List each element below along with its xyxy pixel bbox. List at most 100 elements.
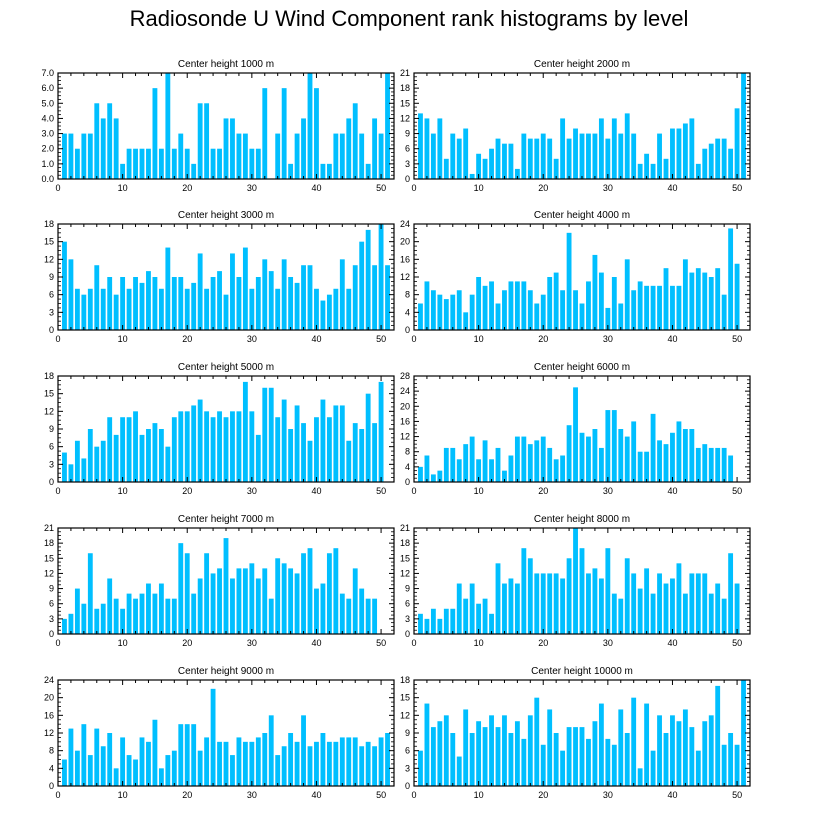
bar xyxy=(236,277,242,330)
bar xyxy=(695,268,701,330)
bar xyxy=(657,573,662,634)
bar xyxy=(197,578,203,634)
bar xyxy=(210,417,216,482)
bar xyxy=(495,447,501,482)
x-tick-label: 10 xyxy=(118,790,128,800)
x-tick-label: 10 xyxy=(118,334,128,344)
y-tick-label: 12 xyxy=(400,710,410,720)
bar xyxy=(689,429,695,482)
bar xyxy=(689,118,695,179)
y-tick-label: 3 xyxy=(405,159,410,169)
bar xyxy=(560,750,566,786)
x-tick-label: 40 xyxy=(311,183,321,193)
bar xyxy=(372,423,378,482)
bar xyxy=(456,459,462,482)
bar xyxy=(359,429,365,482)
bar xyxy=(326,163,332,179)
bar xyxy=(547,138,553,179)
bar xyxy=(146,583,151,634)
x-tick-label: 40 xyxy=(667,790,677,800)
y-tick-label: 12 xyxy=(400,113,410,123)
x-tick-label: 30 xyxy=(247,486,257,496)
bar xyxy=(139,593,145,634)
bar xyxy=(326,294,332,330)
bar xyxy=(68,133,74,179)
bar xyxy=(424,703,430,786)
bar xyxy=(307,265,313,330)
bar xyxy=(547,447,553,482)
bar xyxy=(268,598,274,634)
bar xyxy=(476,721,482,786)
bar xyxy=(255,148,261,179)
bar xyxy=(242,381,248,482)
x-tick-label: 0 xyxy=(411,638,416,648)
bar xyxy=(352,568,358,634)
bar xyxy=(191,724,197,786)
bar xyxy=(178,543,184,634)
x-tick-label: 0 xyxy=(55,334,60,344)
bar xyxy=(126,417,132,482)
bar xyxy=(365,393,371,482)
bar xyxy=(553,459,559,482)
bar xyxy=(339,593,345,634)
y-tick-label: 18 xyxy=(400,83,410,93)
bar xyxy=(463,709,469,786)
bar xyxy=(126,593,132,634)
bar xyxy=(450,447,456,482)
y-tick-label: 28 xyxy=(400,371,410,381)
bar xyxy=(631,573,637,634)
bar xyxy=(217,568,222,634)
bar xyxy=(605,410,611,482)
bar xyxy=(418,466,423,482)
bar xyxy=(682,709,688,786)
bar xyxy=(682,259,688,330)
bar xyxy=(650,750,656,786)
bar xyxy=(87,288,93,330)
bar xyxy=(663,444,669,482)
bar xyxy=(255,737,261,786)
bar xyxy=(598,447,604,482)
x-tick-label: 50 xyxy=(376,638,386,648)
bar xyxy=(107,277,113,330)
x-tick-label: 20 xyxy=(538,790,548,800)
bar xyxy=(288,568,294,634)
bar xyxy=(495,138,501,179)
panel-8: Center height 8000 m 0 10 20 30 40 50 0 3 6 9 12 15 1… xyxy=(400,514,751,648)
bar xyxy=(275,558,281,634)
bar xyxy=(113,118,119,179)
bar xyxy=(476,153,482,179)
bar xyxy=(68,464,74,482)
bar xyxy=(281,399,287,482)
x-tick-label: 20 xyxy=(538,183,548,193)
bar xyxy=(275,417,281,482)
bar xyxy=(385,73,390,179)
bar xyxy=(521,133,527,179)
bar xyxy=(385,265,390,330)
bar xyxy=(365,163,371,179)
bar xyxy=(249,411,255,482)
bar xyxy=(527,444,533,482)
y-tick-label: 9 xyxy=(49,584,54,594)
panel-title: Center height 6000 m xyxy=(534,362,630,373)
bar xyxy=(314,741,319,786)
bar xyxy=(359,588,365,634)
x-tick-label: 40 xyxy=(311,486,321,496)
x-tick-label: 30 xyxy=(603,486,613,496)
y-tick-label: 15 xyxy=(400,98,410,108)
x-tick-label: 20 xyxy=(182,183,192,193)
y-tick-label: 4 xyxy=(405,462,410,472)
bar xyxy=(527,715,533,786)
bar xyxy=(611,410,617,482)
bar xyxy=(624,733,630,786)
bar xyxy=(430,727,436,786)
bar xyxy=(456,290,462,330)
bar xyxy=(352,103,358,179)
x-tick-label: 30 xyxy=(247,183,257,193)
bar xyxy=(657,440,662,482)
bar xyxy=(708,447,714,482)
bar xyxy=(534,303,540,330)
bar xyxy=(527,290,533,330)
bar xyxy=(644,703,650,786)
bar xyxy=(476,277,482,330)
bar xyxy=(191,405,197,482)
